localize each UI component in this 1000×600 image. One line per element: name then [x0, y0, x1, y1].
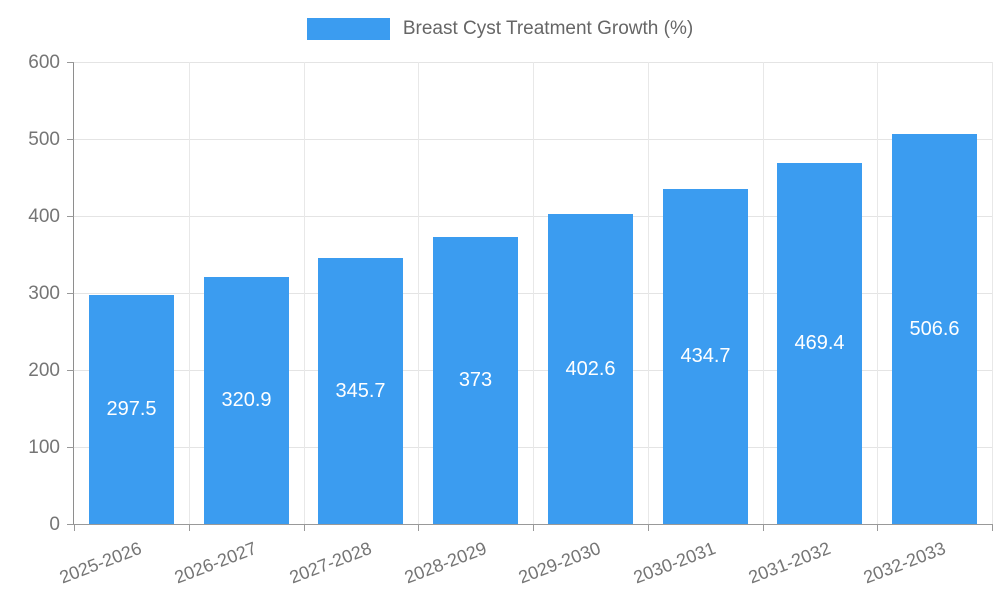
bar-2025-2026[interactable]: 297.5 — [89, 295, 174, 524]
legend-swatch-icon — [306, 18, 390, 40]
y-axis-tick — [67, 370, 74, 371]
x-axis-label: 2032-2033 — [860, 538, 948, 588]
gridline-vertical — [189, 62, 190, 524]
bar-2030-2031[interactable]: 434.7 — [663, 189, 748, 524]
x-axis-label: 2030-2031 — [630, 538, 719, 588]
x-axis-tick — [992, 524, 993, 531]
x-axis-tick — [74, 524, 75, 531]
x-axis-tick — [763, 524, 764, 531]
y-axis-tick — [67, 139, 74, 140]
x-axis-tick — [877, 524, 878, 531]
bar-value-label: 402.6 — [565, 357, 616, 380]
bar-value-label: 373 — [458, 369, 493, 391]
gridline-vertical — [992, 62, 993, 524]
plot-area: 297.5 320.9 345.7 373 402.6 434.7 469.4 506.6 — [74, 62, 993, 524]
bar-value-label: 506.6 — [909, 317, 960, 340]
x-axis-tick — [418, 524, 419, 531]
y-axis-tick — [67, 524, 74, 525]
x-axis-label: 2029-2030 — [515, 538, 604, 588]
gridline-vertical — [418, 62, 419, 524]
y-axis-label: 400 — [28, 205, 60, 227]
x-axis-label: 2028-2029 — [401, 538, 489, 588]
gridline-vertical — [877, 62, 878, 524]
y-axis-label: 600 — [28, 51, 60, 73]
bar-value-label: 469.4 — [794, 332, 845, 354]
x-axis-tick — [304, 524, 305, 531]
x-axis-label: 2026-2027 — [171, 538, 260, 588]
x-axis-tick — [648, 524, 649, 531]
x-axis-tick — [533, 524, 534, 531]
y-axis-tick — [67, 216, 74, 217]
x-axis-label: 2031-2032 — [745, 538, 834, 588]
gridline-vertical — [648, 62, 649, 524]
bar-2027-2028[interactable]: 345.7 — [318, 258, 403, 524]
bar-2028-2029[interactable]: 373 — [433, 237, 518, 524]
chart-title: Breast Cyst Treatment Growth (%) — [402, 18, 694, 39]
bar-value-label: 297.5 — [106, 398, 157, 420]
gridline-vertical — [304, 62, 305, 524]
bar-2031-2032[interactable]: 469.4 — [777, 163, 862, 524]
y-axis-label: 0 — [49, 513, 60, 535]
bar-value-label: 434.7 — [680, 345, 731, 367]
bar-2026-2027[interactable]: 320.9 — [204, 277, 289, 524]
x-axis-label: 2027-2028 — [286, 538, 375, 588]
y-axis-tick — [67, 447, 74, 448]
gridline-vertical — [763, 62, 764, 524]
bar-2032-2033[interactable]: 506.6 — [892, 134, 977, 524]
x-axis-tick — [189, 524, 190, 531]
bar-value-label: 320.9 — [221, 389, 272, 411]
y-axis-label: 300 — [28, 282, 60, 304]
bar-value-label: 345.7 — [335, 379, 386, 402]
y-axis-label: 200 — [28, 359, 60, 381]
x-axis-label: 2025-2026 — [56, 538, 145, 588]
bar-2029-2030[interactable]: 402.6 — [548, 214, 633, 524]
y-axis-tick — [67, 62, 74, 63]
gridline-vertical — [533, 62, 534, 524]
y-axis-label: 500 — [28, 128, 60, 150]
y-axis-label: 100 — [28, 436, 60, 458]
legend-item[interactable]: Breast Cyst Treatment Growth (%) — [0, 18, 1000, 40]
y-axis-tick — [67, 293, 74, 294]
